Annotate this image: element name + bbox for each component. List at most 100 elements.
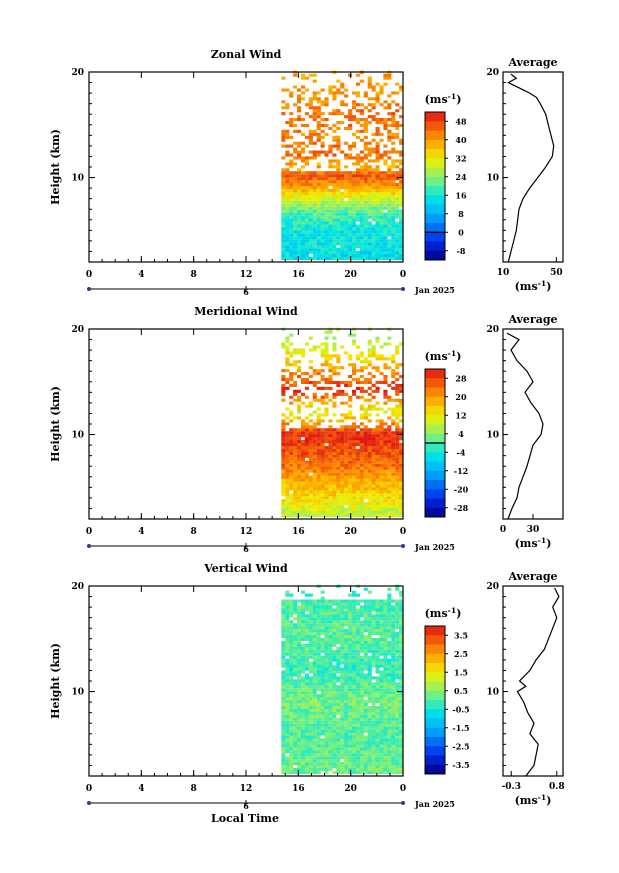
- heatmap-cell: [308, 256, 313, 260]
- heatmap-cell: [371, 700, 376, 704]
- heatmap-cell: [336, 705, 341, 709]
- heatmap-cell: [387, 694, 392, 698]
- heatmap-cell: [316, 100, 321, 104]
- heatmap-cell: [355, 448, 360, 452]
- heatmap-cell: [312, 694, 317, 698]
- heatmap-cell: [320, 171, 325, 175]
- heatmap-cell: [355, 717, 360, 721]
- heatmap-cell: [379, 705, 384, 709]
- heatmap-cell: [324, 395, 329, 399]
- heatmap-cell: [340, 700, 345, 704]
- heatmap-cell: [336, 144, 341, 148]
- heatmap-cell: [348, 714, 353, 718]
- heatmap-cell: [363, 171, 368, 175]
- heatmap-cell: [387, 446, 392, 450]
- heatmap-cell: [340, 254, 345, 258]
- heatmap-cell: [328, 171, 333, 175]
- heatmap-cell: [340, 626, 345, 630]
- heatmap-cell: [336, 221, 341, 225]
- heatmap-cell: [304, 658, 309, 662]
- heatmap-cell: [367, 629, 372, 633]
- heatmap-cell: [367, 676, 372, 680]
- heatmap-cell: [281, 499, 286, 503]
- heatmap-cell: [391, 762, 396, 766]
- heatmap-cell: [281, 236, 286, 240]
- heatmap-cell: [359, 496, 364, 500]
- heatmap-cell: [301, 741, 306, 745]
- heatmap-cell: [324, 386, 329, 390]
- heatmap-cell: [289, 673, 294, 677]
- heatmap-cell: [348, 599, 353, 603]
- heatmap-cell: [332, 466, 337, 470]
- heatmap-cell: [297, 227, 302, 231]
- heatmap-cell: [344, 230, 349, 234]
- heatmap-cell: [352, 144, 357, 148]
- heatmap-cell: [308, 194, 313, 198]
- heatmap-cell: [352, 664, 357, 668]
- heatmap-cell: [285, 457, 290, 461]
- heatmap-cell: [293, 499, 298, 503]
- heatmap-cell: [281, 750, 286, 754]
- heatmap-cell: [340, 513, 345, 517]
- heatmap-cell: [293, 454, 298, 458]
- heatmap-cell: [293, 383, 298, 387]
- heatmap-cell: [312, 141, 317, 145]
- heatmap-cell: [308, 437, 313, 441]
- heatmap-cell: [363, 200, 368, 204]
- heatmap-cell: [399, 658, 404, 662]
- colorbar-tick-label: 40: [455, 135, 467, 145]
- heatmap-cell: [324, 363, 329, 367]
- heatmap-cell: [363, 469, 368, 473]
- heatmap-cell: [367, 153, 372, 157]
- heatmap-cell: [324, 502, 329, 506]
- heatmap-cell: [352, 389, 357, 393]
- heatmap-cell: [348, 649, 353, 653]
- heatmap-cell: [367, 242, 372, 246]
- heatmap-cell: [359, 129, 364, 133]
- heatmap-cell: [371, 446, 376, 450]
- heatmap-cell: [304, 717, 309, 721]
- heatmap-cell: [363, 366, 368, 370]
- heatmap-cell: [348, 191, 353, 195]
- heatmap-cell: [352, 224, 357, 228]
- heatmap-cell: [297, 694, 302, 698]
- heatmap-cell: [387, 457, 392, 461]
- heatmap-cell: [332, 345, 337, 349]
- heatmap-cell: [289, 499, 294, 503]
- date-tick-label: 6: [243, 544, 249, 554]
- heatmap-cell: [395, 460, 400, 464]
- heatmap-cell: [289, 251, 294, 255]
- heatmap-cell: [399, 472, 404, 476]
- heatmap-cell: [285, 236, 290, 240]
- heatmap-cell: [355, 714, 360, 718]
- heatmap-cell: [336, 608, 341, 612]
- heatmap-cell: [387, 475, 392, 479]
- heatmap-cell: [293, 215, 298, 219]
- heatmap-cell: [383, 342, 388, 346]
- x-tick-label: 12: [240, 527, 253, 537]
- heatmap-cell: [344, 714, 349, 718]
- heatmap-cell: [383, 446, 388, 450]
- heatmap-cell: [285, 437, 290, 441]
- heatmap-cell: [367, 475, 372, 479]
- heatmap-cell: [391, 726, 396, 730]
- average-y-tick-label: 20: [486, 325, 499, 335]
- heatmap-cell: [285, 106, 290, 110]
- heatmap-cell: [359, 508, 364, 512]
- heatmap-cell: [355, 434, 360, 438]
- heatmap-cell: [293, 437, 298, 441]
- heatmap-cell: [289, 248, 294, 252]
- heatmap-cell: [395, 649, 400, 653]
- heatmap-cell: [316, 747, 321, 751]
- heatmap-cell: [367, 768, 372, 772]
- heatmap-cell: [348, 180, 353, 184]
- heatmap-cell: [336, 354, 341, 358]
- heatmap-cell: [297, 667, 302, 671]
- heatmap-cell: [328, 386, 333, 390]
- heatmap-cell: [344, 88, 349, 92]
- heatmap-cell: [344, 437, 349, 441]
- heatmap-cell: [399, 410, 404, 414]
- heatmap-cell: [395, 183, 400, 187]
- heatmap-cell: [336, 383, 341, 387]
- heatmap-cell: [301, 206, 306, 210]
